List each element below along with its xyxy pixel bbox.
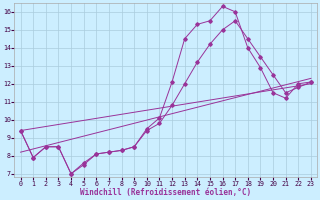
X-axis label: Windchill (Refroidissement éolien,°C): Windchill (Refroidissement éolien,°C): [80, 188, 251, 197]
